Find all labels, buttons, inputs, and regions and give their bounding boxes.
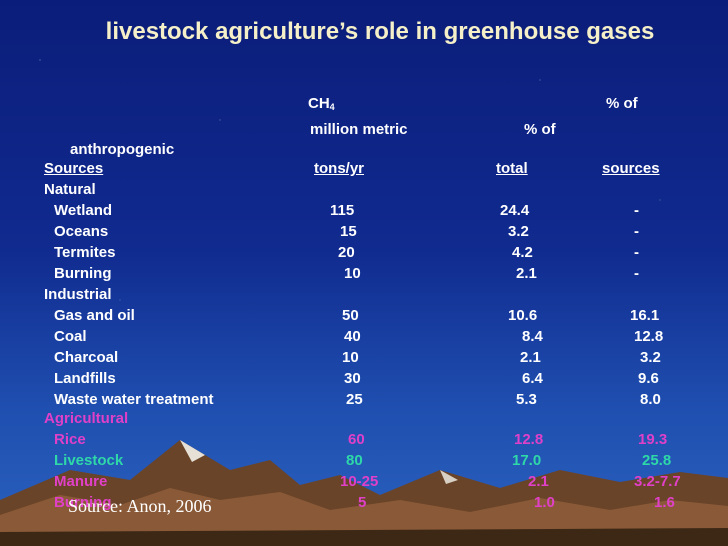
section-natural: Natural — [44, 181, 96, 198]
row-name: Gas and oil — [54, 307, 135, 324]
row-anthro: - — [634, 202, 639, 219]
row-total: 24.4 — [500, 202, 530, 219]
row-anthro: 19.3 — [638, 431, 668, 448]
row-tons: 5 — [358, 494, 367, 511]
row-tons: 30 — [344, 370, 361, 387]
pct-of-header-mid: % of — [524, 121, 556, 138]
row-total: 2.1 — [516, 265, 537, 282]
row-tons: 10-25 — [340, 473, 379, 490]
row-name: Manure — [54, 473, 108, 490]
row-total: 3.2 — [508, 223, 529, 240]
row-tons: 15 — [340, 223, 357, 240]
row-name: Termites — [54, 244, 116, 261]
row-tons: 80 — [346, 452, 363, 469]
row-tons: 10 — [342, 349, 359, 366]
row-total: 6.4 — [522, 370, 543, 387]
row-name: Wetland — [54, 202, 113, 219]
row-name: Burning — [54, 494, 112, 511]
row-name: Oceans — [54, 223, 109, 240]
section-industrial: Industrial — [44, 286, 112, 303]
row-total: 5.3 — [516, 391, 537, 408]
row-tons: 50 — [342, 307, 359, 324]
row-anthro: 9.6 — [638, 370, 659, 387]
row-total: 1.0 — [534, 494, 555, 511]
row-total: 2.1 — [520, 349, 541, 366]
row-anthro: - — [634, 244, 639, 261]
row-anthro: 8.0 — [640, 391, 661, 408]
row-anthro: 12.8 — [634, 328, 664, 345]
row-name: Livestock — [54, 452, 124, 469]
million-metric-header: million metric — [310, 121, 408, 138]
row-tons: 40 — [344, 328, 361, 345]
tons-column-header: tons/yr — [314, 160, 365, 177]
row-name: Rice — [54, 431, 86, 448]
row-tons: 20 — [338, 244, 355, 261]
row-anthro: - — [634, 223, 639, 240]
row-anthro: 16.1 — [630, 307, 660, 324]
row-name: Coal — [54, 328, 87, 345]
row-total: 10.6 — [508, 307, 538, 324]
row-total: 4.2 — [512, 244, 533, 261]
row-anthro: 25.8 — [642, 452, 672, 469]
pct-of-header-top: % of — [606, 95, 638, 112]
source-citation: Source: Anon, 2006 — [68, 496, 212, 516]
row-name: Burning — [54, 265, 112, 282]
row-tons: 60 — [348, 431, 365, 448]
row-total: 12.8 — [514, 431, 544, 448]
page-title: livestock agriculture’s role in greenhou… — [105, 18, 655, 45]
row-anthro: - — [634, 265, 639, 282]
row-anthro: 1.6 — [654, 494, 675, 511]
sources-right-column-header: sources — [602, 160, 660, 177]
row-total: 2.1 — [528, 473, 549, 490]
row-name: Waste water treatment — [54, 391, 214, 408]
section-agricultural: Agricultural — [44, 410, 129, 427]
row-anthro: 3.2 — [640, 349, 661, 366]
row-total: 17.0 — [512, 452, 542, 469]
row-total: 8.4 — [522, 328, 543, 345]
row-tons: 115 — [330, 202, 355, 219]
row-tons: 25 — [346, 391, 363, 408]
ch4-header: CH4 — [308, 95, 335, 112]
total-column-header: total — [496, 160, 528, 177]
row-name: Charcoal — [54, 349, 119, 366]
sources-column-header: Sources — [44, 160, 104, 177]
row-anthro: 3.2-7.7 — [634, 473, 681, 490]
anthropogenic-header: anthropogenic — [70, 141, 175, 158]
row-name: Landfills — [54, 370, 116, 387]
row-tons: 10 — [344, 265, 361, 282]
